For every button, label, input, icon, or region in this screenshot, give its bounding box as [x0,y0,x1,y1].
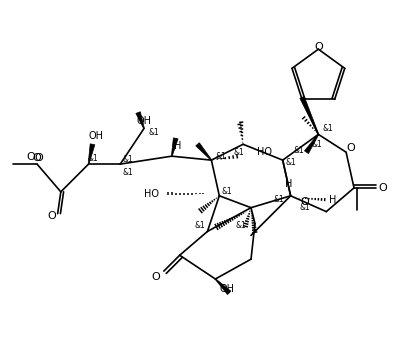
Polygon shape [172,138,178,156]
Text: &1: &1 [234,148,245,157]
Text: O: O [48,211,57,221]
Text: &1: &1 [123,167,134,176]
Polygon shape [136,112,144,128]
Polygon shape [88,144,95,164]
Text: HO: HO [257,147,273,157]
Text: O: O [300,197,309,207]
Text: &1: &1 [285,158,296,167]
Text: O: O [27,152,36,163]
Text: H: H [174,141,182,151]
Text: &1: &1 [216,152,227,161]
Text: OH: OH [89,131,104,141]
Text: H: H [285,179,292,189]
Text: &1: &1 [323,124,334,133]
Polygon shape [196,143,212,160]
Text: &1: &1 [87,154,98,163]
Polygon shape [304,134,319,153]
Text: O: O [35,153,43,163]
Text: &1: &1 [148,128,159,137]
Polygon shape [300,96,319,135]
Text: HO: HO [144,189,160,199]
Text: O: O [314,42,323,52]
Text: &1: &1 [236,221,247,230]
Text: O: O [379,183,387,193]
Text: &1: &1 [273,195,284,204]
Text: &1: &1 [293,146,304,155]
Text: O: O [33,153,41,163]
Text: O: O [346,143,355,153]
Text: &1: &1 [311,140,322,149]
Text: &1: &1 [299,203,310,212]
Text: O: O [152,272,160,282]
Text: &1: &1 [222,187,233,196]
Polygon shape [215,279,231,294]
Text: &1: &1 [194,221,205,230]
Text: OH: OH [220,284,235,294]
Text: &1: &1 [123,155,134,164]
Text: OH: OH [136,116,152,126]
Text: H: H [328,195,336,205]
